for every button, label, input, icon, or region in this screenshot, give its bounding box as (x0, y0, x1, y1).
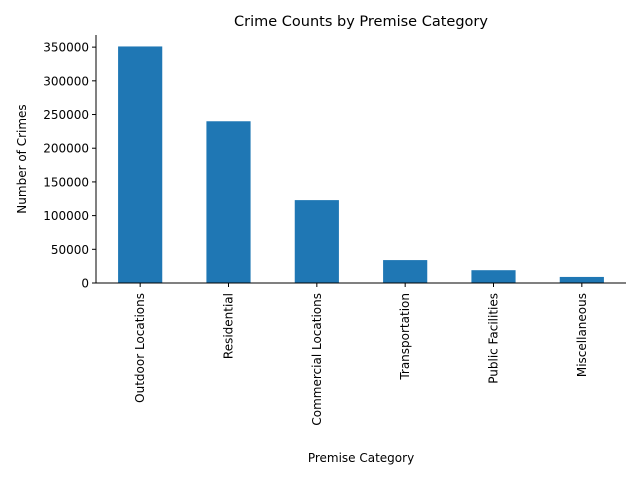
y-axis-ticks: 0 50000 100000 150000 200000 250000 300000 3500… (43, 41, 96, 291)
x-tick-label-4: Public Facilities (487, 293, 501, 384)
y-tick-label-0: 0 (81, 277, 89, 291)
bars (118, 46, 604, 284)
y-tick-label-1: 50000 (51, 243, 89, 257)
y-tick-label-2: 100000 (43, 209, 89, 223)
y-tick-label-4: 200000 (43, 142, 89, 156)
chart-title: Crime Counts by Premise Category (234, 14, 488, 30)
x-tick-label-5: Miscellaneous (575, 293, 589, 377)
y-axis-label: Number of Crimes (15, 104, 29, 213)
x-tick-label-0: Outdoor Locations (133, 293, 147, 403)
y-tick-label-7: 350000 (43, 41, 89, 55)
x-axis-ticks: Outdoor Locations Residential Commercial L… (133, 283, 589, 426)
bar-0 (118, 46, 163, 284)
bar-5 (559, 276, 604, 283)
y-tick-label-6: 300000 (43, 74, 89, 88)
bar-3 (383, 260, 428, 283)
x-axis-label: Premise Category (308, 451, 414, 465)
y-tick-label-5: 250000 (43, 108, 89, 122)
y-tick-label-3: 150000 (43, 175, 89, 189)
x-tick-label-1: Residential (222, 293, 236, 359)
x-tick-label-3: Transportation (398, 293, 412, 381)
bar-4 (471, 270, 516, 283)
bar-1 (206, 121, 251, 284)
x-tick-label-2: Commercial Locations (310, 293, 324, 426)
bar-2 (294, 200, 339, 283)
